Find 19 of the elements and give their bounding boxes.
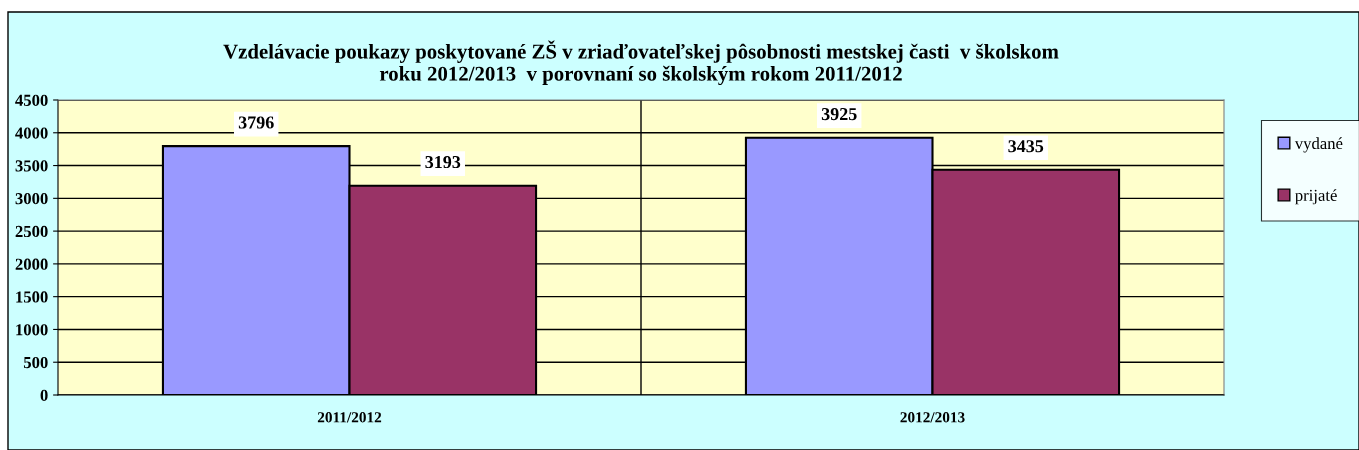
data-label: 3925 — [821, 108, 857, 121]
y-tick-label: 1500 — [16, 291, 48, 303]
y-tick-label: 3000 — [15, 193, 48, 205]
chart-title: Vzdelávacie poukazy poskytované ZŠ v zriaďovateľskej pôsobnosti mestskej časti v školskom roku 2012/2013 v porovnaní so školským rokom 2011/2012 — [223, 40, 1059, 86]
x-tick-label: 2011/2012 — [317, 412, 382, 423]
data-label: 3796 — [238, 116, 274, 129]
y-tick-label: 0 — [40, 389, 48, 401]
y-tick-label: 4500 — [15, 94, 48, 106]
y-tick-label: 1000 — [16, 324, 48, 336]
x-tick-label: 2012/2013 — [900, 412, 965, 423]
y-tick-label: 500 — [23, 356, 48, 369]
y-tick-label: 4000 — [15, 127, 48, 139]
data-label: 3193 — [425, 155, 461, 169]
y-tick-label: 2000 — [15, 258, 48, 270]
legend-label: prijaté — [1295, 189, 1337, 205]
data-label: 3435 — [1008, 140, 1044, 153]
y-tick-label: 2500 — [15, 225, 48, 238]
legend-label: vydané — [1294, 137, 1343, 153]
y-tick-label: 3500 — [15, 160, 48, 172]
